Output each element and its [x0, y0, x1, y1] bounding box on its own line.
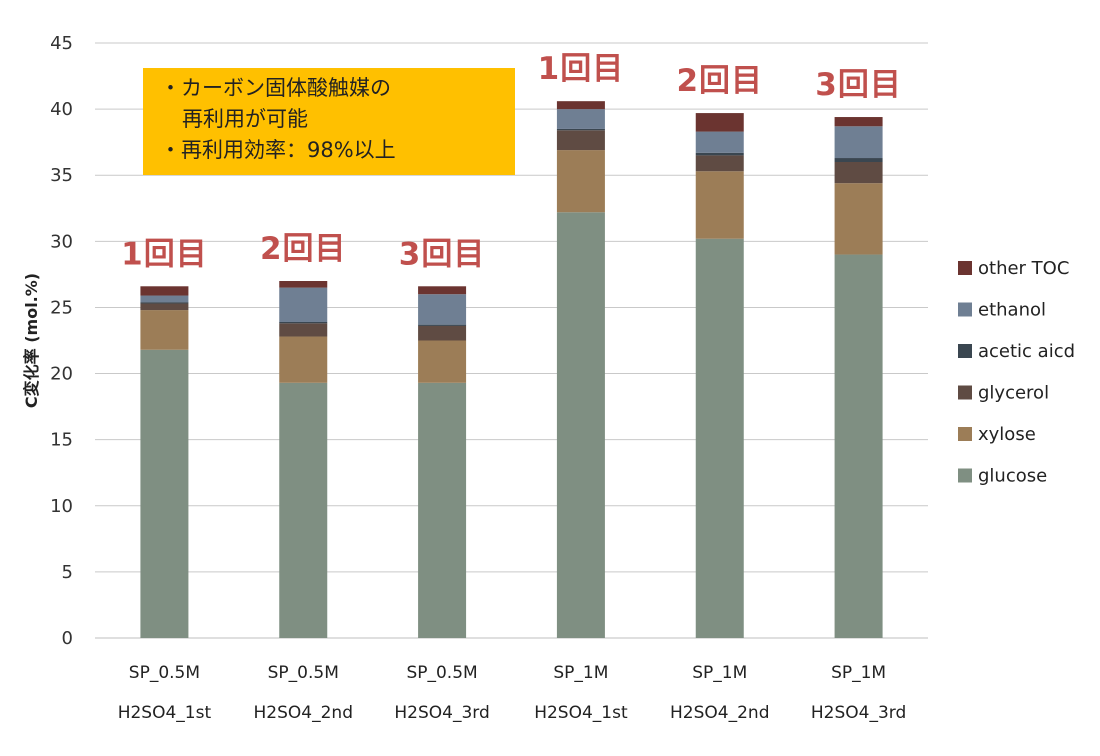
bar-segment-other-toc	[556, 101, 605, 110]
x-tick-label: H2SO4_2nd	[670, 703, 769, 723]
x-tick-label: SP_0.5M	[268, 663, 339, 683]
legend-label: acetic aicd	[978, 341, 1075, 362]
run-label: 1回目	[121, 236, 208, 272]
y-tick-label: 15	[50, 430, 73, 451]
bar-segment-other-toc	[279, 281, 328, 288]
y-tick-label: 25	[50, 297, 73, 318]
legend-swatch	[958, 261, 972, 275]
legend-swatch	[958, 427, 972, 441]
run-label: 3回目	[399, 236, 486, 272]
legend-label: other TOC	[978, 258, 1069, 279]
bar-segment-other-toc	[695, 113, 744, 132]
y-tick-label: 30	[50, 231, 73, 252]
x-tick-label: H2SO4_1st	[118, 703, 212, 723]
y-tick-label: 5	[62, 562, 73, 583]
legend-swatch	[958, 302, 972, 317]
bar-segment-acetic-aicd	[556, 128, 605, 131]
bar-segment-glycerol	[418, 325, 467, 341]
x-tick-label: H2SO4_3rd	[811, 703, 906, 723]
bar-segment-ethanol	[279, 287, 328, 322]
x-tick-label: SP_1M	[553, 663, 608, 683]
bar-segment-acetic-aicd	[140, 302, 189, 304]
bar-segment-acetic-aicd	[695, 152, 744, 156]
bar-segment-acetic-aicd	[834, 158, 883, 162]
legend-label: glucose	[978, 466, 1047, 487]
callout-box	[143, 68, 515, 175]
bar-segment-glucose	[695, 238, 744, 638]
legend-swatch	[958, 385, 972, 400]
bar-segment-other-toc	[834, 117, 883, 127]
run-label: 2回目	[676, 63, 763, 99]
bar-segment-ethanol	[834, 126, 883, 159]
bar-segment-glucose	[279, 382, 328, 638]
bar-segment-other-toc	[418, 286, 467, 295]
legend-swatch	[958, 468, 972, 483]
y-tick-label: 20	[50, 364, 73, 385]
run-label: 2回目	[260, 231, 347, 267]
callout-text: ・再利用効率：98%以上	[160, 138, 396, 162]
x-tick-label: H2SO4_1st	[534, 703, 628, 723]
bar-segment-xylose	[556, 150, 605, 213]
x-tick-label: SP_0.5M	[129, 663, 200, 683]
bar-segment-ethanol	[695, 131, 744, 153]
x-tick-label: SP_0.5M	[406, 663, 477, 683]
legend-label: xylose	[978, 424, 1036, 445]
bar-segment-glycerol	[140, 303, 189, 311]
y-axis-label: C変化率 (mol.%)	[22, 273, 41, 408]
y-tick-label: 40	[50, 99, 73, 120]
bar-segment-glucose	[418, 382, 467, 638]
bar-segment-xylose	[279, 336, 328, 383]
run-label: 3回目	[815, 67, 902, 103]
legend-label: ethanol	[978, 300, 1046, 321]
legend-swatch	[958, 344, 972, 358]
x-tick-label: SP_1M	[831, 663, 886, 683]
bar-segment-xylose	[418, 340, 467, 383]
y-tick-label: 45	[50, 33, 73, 54]
bar-segment-xylose	[695, 171, 744, 239]
bar-segment-acetic-aicd	[279, 321, 328, 324]
bar-segment-glycerol	[556, 130, 605, 151]
bar-segment-glycerol	[834, 162, 883, 184]
x-tick-label: H2SO4_3rd	[394, 703, 489, 723]
legend-label: glycerol	[978, 383, 1049, 404]
y-tick-label: 10	[50, 496, 73, 517]
y-tick-label: 0	[62, 628, 73, 649]
bar-segment-ethanol	[418, 294, 467, 325]
x-tick-label: SP_1M	[692, 663, 747, 683]
bar-segment-ethanol	[140, 295, 189, 303]
bar-segment-glucose	[556, 212, 605, 638]
bar-segment-glycerol	[279, 323, 328, 337]
bar-segment-other-toc	[140, 286, 189, 296]
bar-segment-xylose	[140, 310, 189, 350]
run-label: 1回目	[538, 51, 625, 87]
bar-segment-glucose	[140, 349, 189, 638]
bar-segment-glycerol	[695, 155, 744, 172]
y-tick-label: 35	[50, 165, 73, 186]
bar-segment-glucose	[834, 254, 883, 639]
bar-segment-ethanol	[556, 109, 605, 129]
callout-text: ・カーボン固体酸触媒の	[160, 76, 391, 100]
x-tick-label: H2SO4_2nd	[254, 703, 353, 723]
callout-text: 再利用が可能	[182, 107, 308, 131]
bar-segment-xylose	[834, 183, 883, 255]
bar-segment-acetic-aicd	[418, 324, 467, 326]
